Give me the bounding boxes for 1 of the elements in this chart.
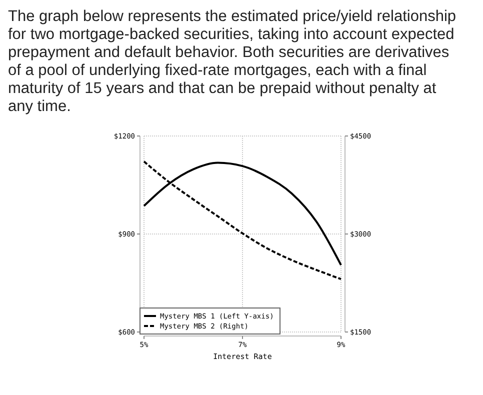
- chart-title: The graph below represents the estimated price/yield relationship for two mortgage-backed securities, taking into account expected prepayment and default behavior. Both securities are derivatives of a pool of underlying fixed-rate mortgages, each with a final maturity of 15 years and that can be prepaid without penalty at any time.: [8, 8, 458, 116]
